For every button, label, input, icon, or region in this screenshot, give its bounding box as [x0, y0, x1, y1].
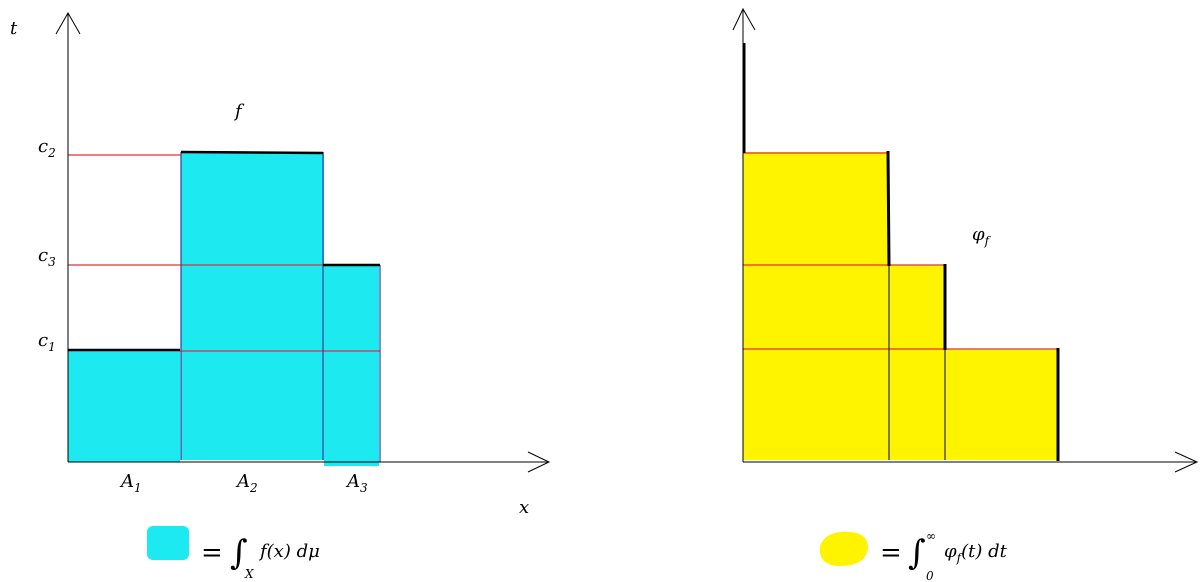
bar-a3	[324, 266, 379, 466]
yellow-region-bottom	[743, 349, 1057, 460]
set-label-a1: A1	[119, 471, 142, 495]
legend-integral-left: ∫	[230, 533, 248, 573]
yellow-region-middle	[743, 265, 945, 351]
step-top-a2	[180, 150, 324, 155]
legend-swatch-yellow	[819, 531, 868, 566]
legend-integral-right: ∫	[908, 533, 926, 573]
set-label-a2: A2	[235, 471, 258, 495]
y-axis-label-t: t	[10, 18, 18, 39]
yellow-region-top	[743, 152, 888, 266]
level-label-c2: c2	[38, 136, 56, 160]
left-panel: t x f c2 c3 c1 A1 A2 A3 = ∫ X f(x) dμ	[10, 11, 551, 581]
legend-integrand-right: φf(t) dt	[944, 541, 1008, 565]
bar-a1	[68, 351, 180, 462]
set-label-a3: A3	[345, 471, 368, 495]
legend-integrand-left: f(x) dμ	[258, 541, 320, 562]
step-edge-right-1	[886, 150, 891, 267]
right-panel: φf = ∫ ∞ 0 φf(t) dt	[732, 7, 1199, 582]
legend-integral-lower-left: X	[244, 567, 254, 581]
legend-integral-upper-right: ∞	[926, 529, 936, 543]
x-axis-label-x: x	[519, 497, 529, 518]
function-label-phi-f: φf	[972, 224, 992, 248]
right-y-axis-arrowhead	[732, 7, 756, 31]
legend-equals-right: =	[880, 538, 902, 568]
legend-equals-left: =	[201, 538, 223, 568]
legend-integral-lower-right: 0	[926, 569, 934, 582]
level-label-c3: c3	[38, 245, 56, 269]
left-x-axis-arrowhead	[527, 451, 551, 473]
level-label-c1: c1	[38, 330, 56, 354]
legend-swatch-cyan	[147, 526, 189, 560]
right-x-axis-arrowhead	[1174, 451, 1199, 473]
bar-a2	[181, 152, 324, 460]
left-y-axis-arrowhead	[55, 11, 81, 35]
function-label-f: f	[233, 101, 245, 122]
